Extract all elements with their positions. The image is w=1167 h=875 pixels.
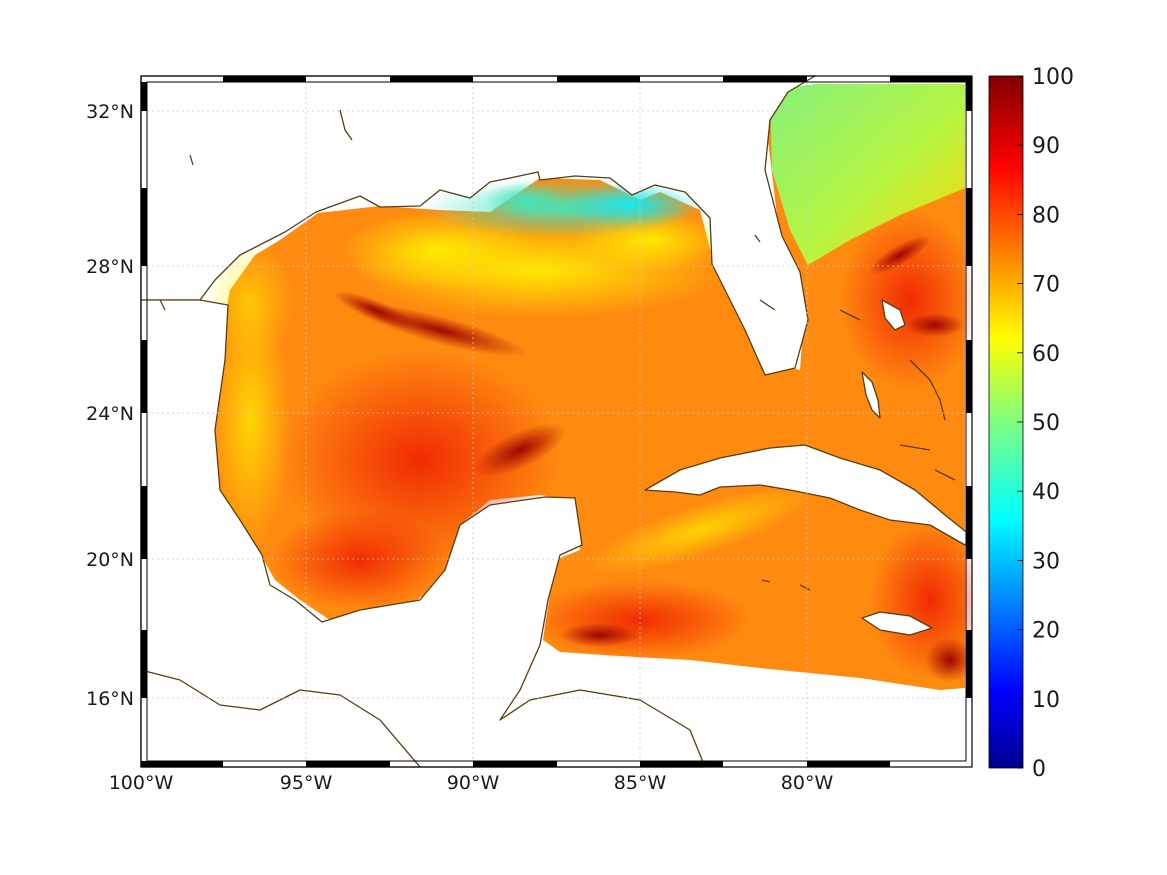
lon-tick-90w: 90°W: [447, 772, 500, 794]
coastlines: [140, 75, 971, 768]
lat-tick-16n: 16°N: [86, 688, 134, 710]
central-america-pacific: [140, 669, 421, 768]
mexico-coast: [140, 299, 706, 768]
lon-tick-100w: 100°W: [109, 772, 174, 794]
cuba: [644, 444, 971, 546]
bahamas-andros: [861, 371, 881, 419]
lon-tick-labels: 100°W 95°W 90°W 85°W 80°W: [109, 772, 834, 794]
lat-tick-28n: 28°N: [86, 256, 134, 278]
colorbar-tick-label: 10: [1032, 688, 1060, 713]
lat-tick-32n: 32°N: [86, 101, 134, 123]
lon-tick-85w: 85°W: [614, 772, 667, 794]
lon-tick-95w: 95°W: [280, 772, 333, 794]
colorbar-tick-label: 90: [1032, 134, 1060, 159]
bahamas-abaco: [881, 299, 906, 331]
lat-tick-labels: 32°N 28°N 24°N 20°N 16°N: [86, 101, 134, 710]
colorbar-tick-label: 60: [1032, 342, 1060, 367]
colorbar-tick-label: 100: [1032, 65, 1074, 90]
islands-misc: [159, 109, 811, 591]
colorbar-tick-label: 50: [1032, 411, 1060, 436]
colorbar-tick-label: 0: [1032, 757, 1046, 782]
map-frame: [140, 75, 973, 768]
colorbar-tick-label: 20: [1032, 619, 1060, 644]
jamaica: [861, 611, 933, 636]
lon-tick-80w: 80°W: [781, 772, 834, 794]
colorbar-tick-label: 80: [1032, 203, 1060, 228]
bahamas-chain: [839, 309, 956, 481]
lat-tick-24n: 24°N: [86, 403, 134, 425]
lat-tick-20n: 20°N: [86, 549, 134, 571]
heatmap-field: [205, 84, 972, 690]
graticule: [147, 82, 966, 761]
colorbar-tick-label: 30: [1032, 549, 1060, 574]
colorbar-tick-label: 70: [1032, 273, 1060, 298]
atlantic-field: [770, 84, 965, 265]
colorbar-tick-label: 40: [1032, 480, 1060, 505]
